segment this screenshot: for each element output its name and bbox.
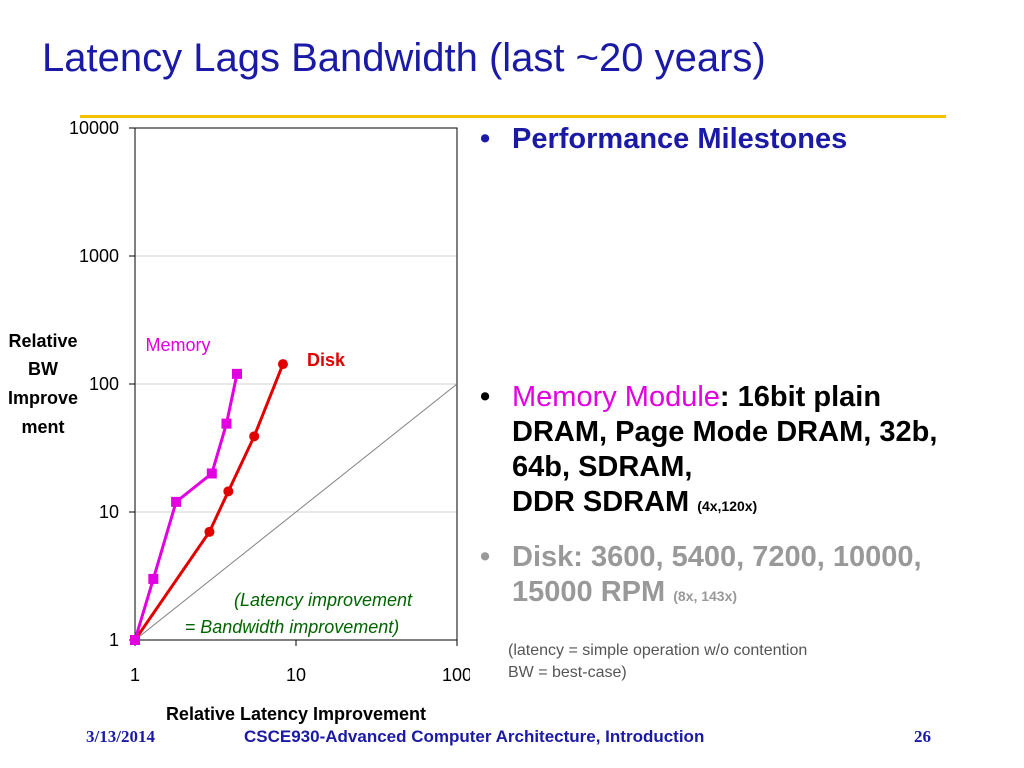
y-tick-label: 100: [89, 374, 119, 394]
x-axis-label: Relative Latency Improvement: [166, 704, 426, 724]
memory-data-point: [130, 635, 140, 645]
memory-module-colon: :: [719, 381, 730, 413]
bullet-dot: •: [480, 381, 491, 413]
memory-data-point: [148, 573, 159, 584]
annotation-line-1: (Latency improvement: [234, 590, 413, 610]
legend-label-memory: Memory: [145, 335, 210, 355]
memory-module-improvement: (4x,120x): [697, 498, 758, 514]
memory-module-label: Memory Module: [512, 381, 720, 413]
legend-label-disk: Disk: [307, 350, 346, 370]
y-tick-label: 1000: [79, 246, 119, 266]
disk-line-2: 15000 RPM: [512, 576, 666, 608]
memory-module-line-3: 64b, SDRAM,: [512, 451, 693, 483]
memory-data-point: [206, 468, 217, 479]
reference-diagonal-line: [134, 383, 458, 641]
bullet-memory-module: • Memory Module: 16bit plain DRAM, Page …: [480, 380, 1020, 524]
memory-data-point: [171, 496, 182, 507]
y-axis-label-line-2: BW: [28, 359, 58, 379]
footer-course: CSCE930-Advanced Computer Architecture, …: [244, 727, 705, 746]
disk-data-point: [277, 359, 288, 370]
x-tick-label: 100: [442, 665, 470, 685]
note-line-1: (latency = simple operation w/o contenti…: [508, 642, 808, 659]
annotation-line-2: = Bandwidth improvement): [185, 617, 400, 637]
bullet-dot: •: [480, 123, 491, 155]
bullet-disk: • Disk: 3600, 5400, 7200, 10000, 15000 R…: [480, 540, 1020, 614]
y-axis-label-line-1: Relative: [8, 331, 77, 351]
disk-data-point: [249, 431, 260, 442]
y-tick-label: 10000: [69, 118, 119, 138]
disk-improvement: (8x, 143x): [673, 588, 738, 604]
memory-module-line-4: DDR SDRAM: [512, 486, 690, 518]
disk-data-point: [204, 526, 215, 537]
series-layer: [130, 359, 288, 645]
x-tick-label: 1: [130, 665, 140, 685]
memory-module-line-2: DRAM, Page Mode DRAM, 32b,: [512, 416, 938, 448]
slide-title: Latency Lags Bandwidth (last ~20 years): [42, 36, 766, 80]
y-tick-label: 1: [109, 630, 119, 650]
footer-date: 3/13/2014: [86, 727, 155, 746]
latency-bandwidth-chart: 1 10 100 1000 10000 1 10 100 (Latency improveme…: [8, 118, 470, 724]
x-tick-label: 10: [286, 665, 306, 685]
axis-ticks: 1 10 100 1000 10000 1 10 100: [69, 118, 470, 685]
footer-page-number: 26: [914, 727, 931, 746]
definition-note: (latency = simple operation w/o contenti…: [508, 640, 807, 684]
memory-module-line-1: 16bit plain: [729, 381, 882, 413]
title-divider: [80, 115, 946, 118]
memory-data-point: [231, 368, 242, 379]
bullet-dot: •: [480, 541, 491, 573]
y-tick-label: 10: [99, 502, 119, 522]
memory-data-point: [221, 418, 232, 429]
memory-series-line: [133, 373, 239, 641]
note-line-2: BW = best-case): [508, 664, 627, 681]
bullet-performance-milestones: • Performance Milestones: [480, 122, 1020, 157]
disk-line-1: Disk: 3600, 5400, 7200, 10000,: [512, 541, 922, 573]
y-axis-label-line-3: Improve: [8, 388, 78, 408]
disk-data-point: [223, 486, 234, 497]
grid-lines: [135, 255, 457, 513]
y-axis-label-line-4: ment: [21, 417, 64, 437]
bullet-text: Performance Milestones: [512, 123, 848, 155]
